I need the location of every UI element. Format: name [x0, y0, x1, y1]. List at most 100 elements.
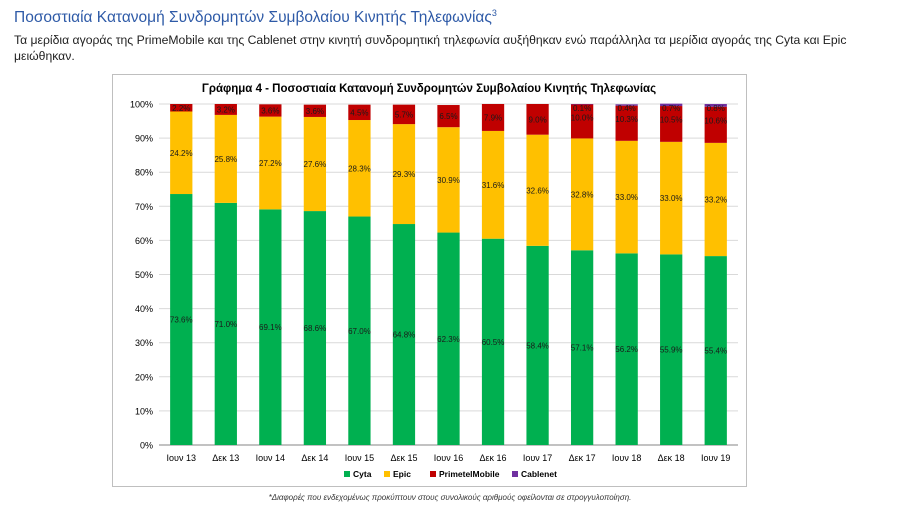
page-heading: Ποσοστιαία Κατανομή Συνδρομητών Συμβολαί… [14, 8, 497, 27]
bar-segment-epic [481, 130, 505, 239]
bar-segment-cyta [615, 253, 638, 445]
data-label-cablenet: 0.4% [618, 104, 636, 113]
y-tick-label: 30% [135, 338, 153, 348]
bar-segment-cyta [214, 202, 237, 445]
data-label-epic: 27.6% [304, 160, 327, 169]
bar-segment-cablenet [615, 104, 638, 106]
footnote: *Διαφορές που ενδεχομένως προκύπτουν στο… [268, 493, 632, 502]
y-tick-label: 10% [135, 406, 153, 416]
data-label-epic: 33.0% [615, 193, 638, 202]
y-tick-label: 40% [135, 304, 153, 314]
data-label-epic: 27.2% [259, 159, 282, 168]
data-label-primetelmobile: 10.0% [571, 113, 594, 122]
data-label-primetelmobile: 4.5% [350, 108, 368, 117]
data-label-primetelmobile: 2.2% [172, 104, 190, 113]
data-label-epic: 31.6% [482, 181, 505, 190]
data-label-epic: 25.8% [214, 155, 237, 164]
x-tick-label: Ιουν 14 [256, 453, 285, 463]
page-heading-text: Ποσοστιαία Κατανομή Συνδρομητών Συμβολαί… [14, 9, 492, 27]
x-tick-label: Ιουν 18 [612, 453, 641, 463]
data-label-primetelmobile: 3.6% [306, 107, 324, 116]
data-label-cyta: 58.4% [526, 341, 549, 350]
data-label-epic: 33.0% [660, 194, 683, 203]
bar-segment-cyta [660, 254, 683, 445]
data-label-primetelmobile: 3.2% [217, 105, 235, 114]
data-label-primetelmobile: 9.0% [528, 115, 546, 124]
data-label-primetelmobile: 10.3% [615, 115, 638, 124]
bar-segment-epic [303, 116, 327, 212]
x-tick-label: Ιουν 15 [345, 453, 374, 463]
data-label-cyta: 69.1% [259, 323, 282, 332]
data-label-cyta: 71.0% [214, 320, 237, 329]
bar-segment-epic [526, 134, 549, 246]
bar-segment-epic [660, 141, 683, 255]
y-tick-label: 80% [135, 168, 153, 178]
data-label-epic: 29.3% [393, 170, 416, 179]
data-label-cyta: 55.4% [704, 347, 727, 356]
y-tick-label: 70% [135, 202, 153, 212]
data-label-cablenet: 0.1% [573, 104, 591, 113]
bar-segment-primetelmobile [481, 104, 505, 131]
data-label-cyta: 68.6% [304, 324, 327, 333]
bar-segment-epic [704, 142, 727, 257]
bar-segment-primetelmobile [214, 104, 237, 115]
bar-segment-primetelmobile [259, 104, 282, 117]
bar-segment-epic [437, 127, 460, 233]
legend-label-primetelmobile: PrimetelMobile [439, 469, 500, 479]
legend-label-cablenet: Cablenet [521, 469, 557, 479]
bar-segment-primetelmobile [704, 106, 727, 143]
bar-segment-primetelmobile [348, 104, 371, 121]
data-label-cyta: 62.3% [437, 335, 460, 344]
x-tick-label: Ιουν 16 [434, 453, 463, 463]
bar-segment-cablenet [570, 104, 594, 105]
legend-label-epic: Epic [393, 469, 411, 479]
x-tick-label: Δεκ 14 [301, 453, 328, 463]
data-label-cablenet: 0.7% [662, 104, 680, 113]
y-tick-label: 20% [135, 372, 153, 382]
bar-segment-cyta [437, 232, 460, 445]
chart-title: Γράφημα 4 - Ποσοστιαία Κατανομή Συνδρομη… [202, 83, 656, 95]
bar-segment-primetelmobile [392, 104, 416, 125]
data-label-epic: 24.2% [170, 149, 193, 158]
stacked-bar-chart: Γράφημα 4 - Ποσοστιαία Κατανομή Συνδρομη… [130, 83, 738, 479]
legend-label-cyta: Cyta [353, 469, 372, 479]
data-label-cablenet: 0.8% [707, 104, 725, 113]
data-label-cyta: 55.9% [660, 346, 683, 355]
data-label-primetelmobile: 10.6% [704, 116, 727, 125]
bar-segment-primetelmobile [303, 104, 327, 117]
data-label-primetelmobile: 10.5% [660, 116, 683, 125]
x-tick-label: Δεκ 16 [480, 453, 507, 463]
data-label-cyta: 67.0% [348, 327, 371, 336]
legend-swatch-primetelmobile [430, 471, 436, 477]
bar-segment-cyta [570, 250, 594, 445]
bar-segment-epic [392, 124, 416, 225]
y-tick-label: 50% [135, 270, 153, 280]
bar-segment-epic [615, 140, 638, 254]
bar-segment-cyta [481, 238, 505, 445]
data-label-epic: 32.6% [526, 186, 549, 195]
data-label-primetelmobile: 6.5% [439, 112, 457, 121]
bar-segment-cyta [526, 245, 549, 445]
bar-segment-cyta [303, 211, 327, 445]
data-label-cyta: 57.1% [571, 344, 594, 353]
bar-segment-epic [170, 111, 193, 195]
x-tick-label: Ιουν 19 [701, 453, 730, 463]
data-label-primetelmobile: 5.7% [395, 110, 413, 119]
legend-swatch-epic [384, 471, 390, 477]
intro-paragraph: Τα μερίδια αγοράς της PrimeMobile και τη… [14, 33, 847, 63]
y-tick-label: 90% [135, 134, 153, 144]
bar-segment-cyta [170, 194, 193, 445]
data-label-cyta: 64.8% [393, 331, 416, 340]
bar-segment-primetelmobile [570, 104, 594, 139]
bar-segment-cyta [392, 224, 416, 445]
x-tick-label: Ιουν 17 [523, 453, 552, 463]
data-label-epic: 28.3% [348, 164, 371, 173]
bar-segment-cyta [259, 209, 282, 445]
bar-segment-cablenet [660, 103, 683, 107]
data-label-cyta: 73.6% [170, 316, 193, 325]
bar-segment-primetelmobile [660, 106, 683, 142]
footnote-reference: 3 [491, 8, 497, 18]
x-tick-label: Δεκ 13 [212, 453, 239, 463]
x-tick-label: Δεκ 15 [390, 453, 417, 463]
bar-segment-primetelmobile [526, 104, 549, 135]
